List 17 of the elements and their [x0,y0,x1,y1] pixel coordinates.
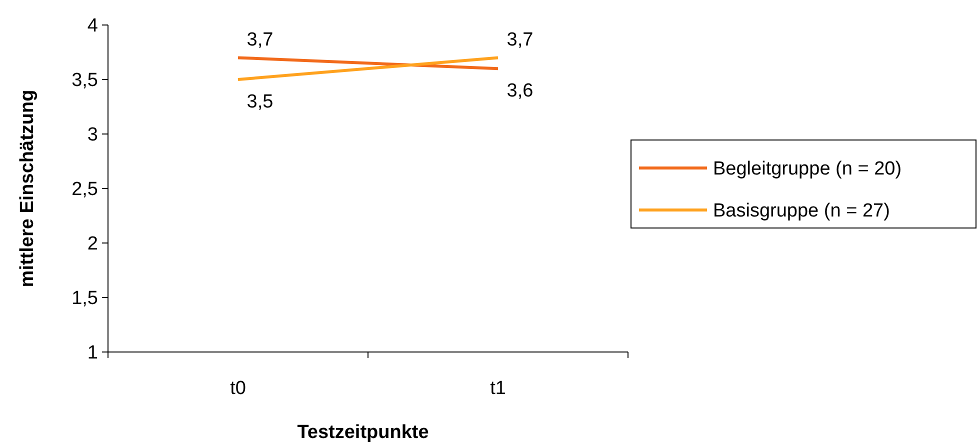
y-tick-label: 2,5 [72,179,98,200]
y-tick-label: 1,5 [72,288,98,310]
y-tick-label: 3 [87,124,98,146]
legend-label: Basisgruppe (n = 27) [713,200,890,222]
data-label: 3,6 [506,80,534,102]
y-tick-label: 1 [87,342,98,364]
data-label: 3,7 [246,30,274,51]
legend-label: Begleitgruppe (n = 20) [713,158,902,180]
x-tick-label: t0 [230,378,246,399]
data-label: 3,7 [506,30,534,51]
y-axis-title: mittlere Einschätzung [17,90,38,288]
data-label: 3,5 [246,92,274,112]
y-tick-label: 4 [87,16,98,37]
y-tick-label: 3,5 [72,70,98,92]
x-axis-title: Testzeitpunkte [297,422,429,443]
y-tick-label: 2 [87,234,98,255]
x-tick-label: t1 [490,378,506,399]
